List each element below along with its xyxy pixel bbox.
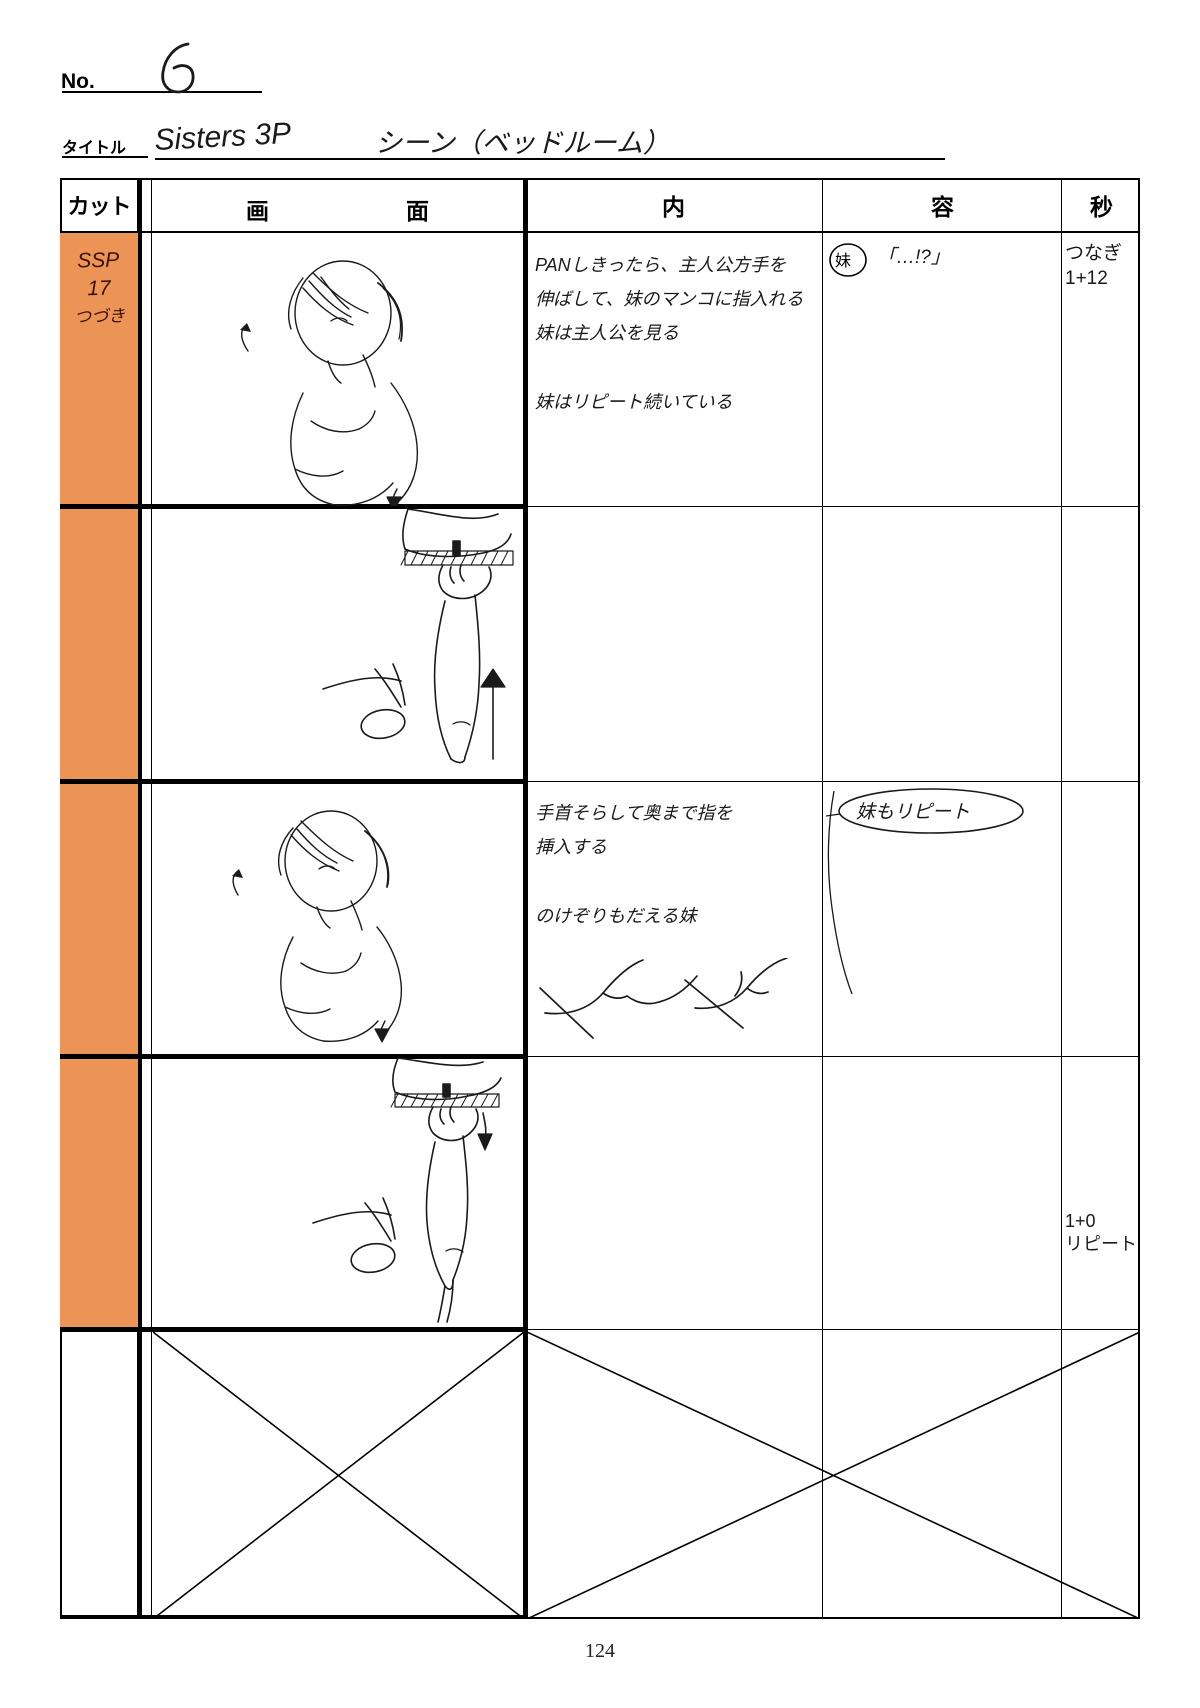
svg-text:シーン（ベッドルーム）: シーン（ベッドルーム） <box>375 128 670 158</box>
svg-text:妹もリピート: 妹もリピート <box>856 802 970 823</box>
svg-text:Sisters 3P: Sisters 3P <box>154 117 292 157</box>
svg-text:妹: 妹 <box>835 252 851 270</box>
